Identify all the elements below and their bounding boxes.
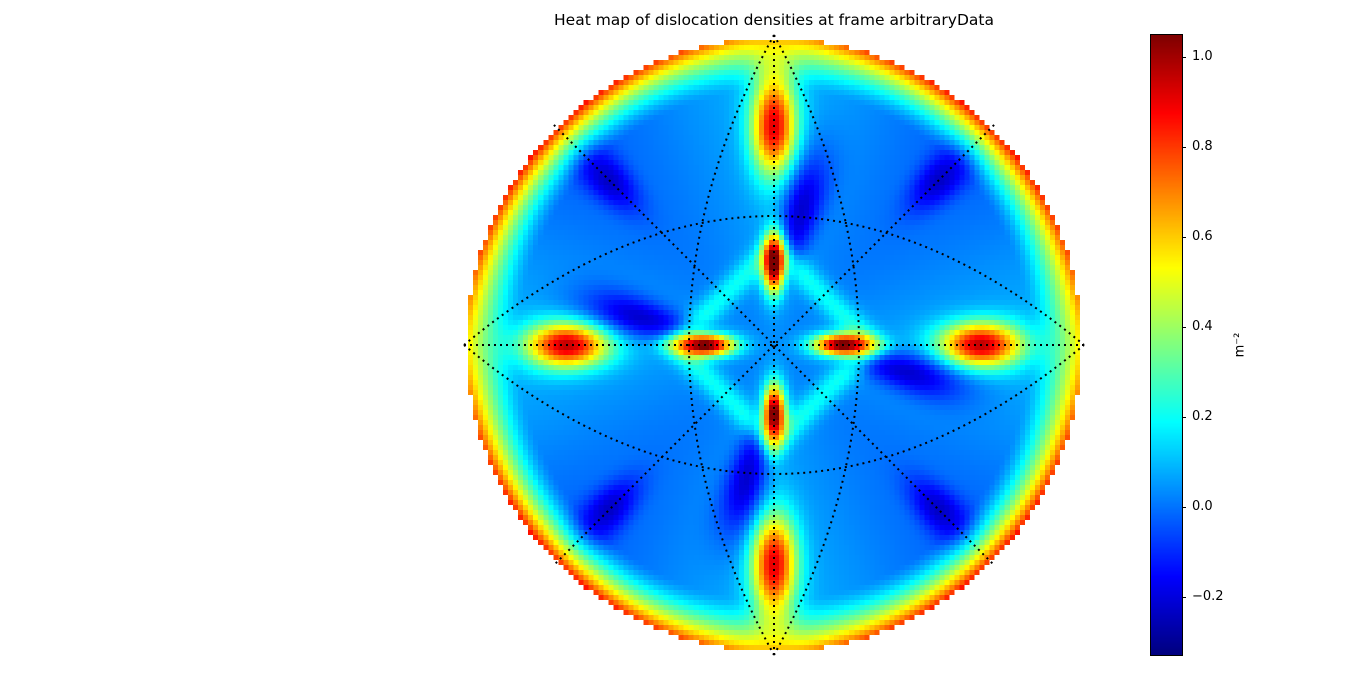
colorbar-tick-label: 0.6 <box>1192 229 1213 244</box>
colorbar-tick-mark <box>1182 147 1186 148</box>
colorbar-frame <box>1150 34 1183 656</box>
colorbar-tick-mark <box>1182 597 1186 598</box>
colorbar-tick-label: 0.4 <box>1192 319 1213 334</box>
colorbar-tick-label: −0.2 <box>1192 589 1224 604</box>
chart-title: Heat map of dislocation densities at fra… <box>554 11 994 29</box>
colorbar-tick-label: 0.2 <box>1192 409 1213 424</box>
colorbar-tick-mark <box>1182 507 1186 508</box>
colorbar-tick-mark <box>1182 417 1186 418</box>
colorbar-label: m⁻² <box>1232 332 1248 358</box>
colorbar-tick-mark <box>1182 57 1186 58</box>
colorbar-tick-mark <box>1182 237 1186 238</box>
heatmap-image <box>463 35 1085 655</box>
colorbar-tick-mark <box>1182 327 1186 328</box>
colorbar-tick-label: 1.0 <box>1192 49 1213 64</box>
colorbar-tick-label: 0.8 <box>1192 139 1213 154</box>
colorbar-tick-label: 0.0 <box>1192 499 1213 514</box>
colorbar <box>1151 35 1182 655</box>
